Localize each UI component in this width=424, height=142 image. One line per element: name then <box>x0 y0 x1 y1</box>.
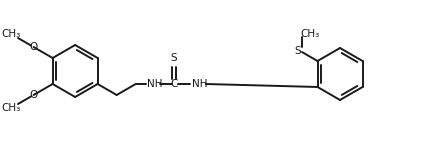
Text: CH₃: CH₃ <box>1 29 21 39</box>
Text: O: O <box>29 42 38 52</box>
Text: NH: NH <box>147 79 162 89</box>
Text: NH: NH <box>192 79 207 89</box>
Text: C: C <box>170 79 177 89</box>
Text: O: O <box>29 90 38 100</box>
Text: S: S <box>170 53 177 63</box>
Text: CH₃: CH₃ <box>1 103 21 113</box>
Text: S: S <box>295 46 301 56</box>
Text: CH₃: CH₃ <box>300 29 320 39</box>
